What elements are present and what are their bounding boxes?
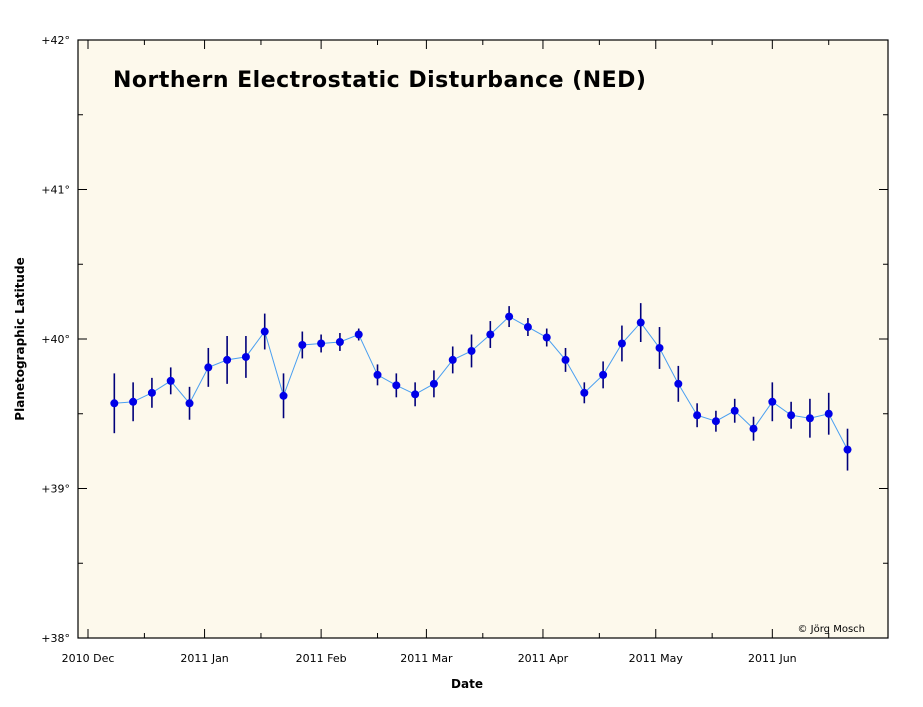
y-tick-label: +42° [41,34,70,47]
data-point [204,363,213,372]
data-point [636,318,645,327]
data-point [561,355,570,364]
data-point [411,390,420,399]
x-tick-label: 2011 May [629,652,684,665]
series-line [114,315,848,450]
data-point [279,391,288,400]
data-point [749,424,758,433]
y-tick-labels: +38° +39° +40° +41° +42° [41,34,70,645]
data-point [129,397,138,406]
x-axis-label: Date [451,677,483,691]
x-tick-label: 2011 Jun [748,652,797,665]
data-point [505,312,514,321]
data-point [392,381,401,390]
data-point [223,355,232,364]
plot-area [78,40,888,638]
data-point [655,343,664,352]
data-point [298,340,307,349]
data-points [110,312,852,454]
data-point [429,379,438,388]
y-tick-label: +38° [41,632,70,645]
data-point [730,406,739,415]
y-axis-label: Planetographic Latitude [13,257,27,420]
y-tick-label: +40° [41,333,70,346]
data-point [843,445,852,454]
data-point [147,388,156,397]
data-point [317,339,326,348]
data-point [335,337,344,346]
data-point [787,411,796,420]
y-tick-label: +41° [41,184,70,197]
data-point [824,409,833,418]
data-point [354,330,363,339]
data-point [110,399,119,408]
data-point [486,330,495,339]
data-point [241,352,250,361]
data-point [185,399,194,408]
data-point [768,397,777,406]
y-tick-label: +39° [41,483,70,496]
plot-frame [77,39,889,639]
data-point [373,370,382,379]
data-point [523,323,532,332]
data-point [599,370,608,379]
x-tick-label: 2011 Jan [180,652,228,665]
data-point [542,333,551,342]
x-tick-label: 2011 Feb [296,652,347,665]
credit-text: © Jörg Mosch [798,624,866,635]
data-point [617,339,626,348]
data-point [693,411,702,420]
x-tick-label: 2011 Mar [400,652,453,665]
data-point [711,417,720,426]
data-point [166,376,175,385]
x-tick-labels: 2010 Dec 2011 Jan 2011 Feb 2011 Mar 2011 Apr… [62,652,797,665]
x-tick-label: 2010 Dec [62,652,115,665]
data-point [260,327,269,336]
chart-title: Northern Electrostatic Disturbance (NED) [113,68,647,93]
data-point [580,388,589,397]
data-point [448,355,457,364]
x-tick-label: 2011 Apr [518,652,569,665]
data-point [674,379,683,388]
axis-ticks [78,39,888,639]
data-point [467,346,476,355]
data-point [805,414,814,423]
